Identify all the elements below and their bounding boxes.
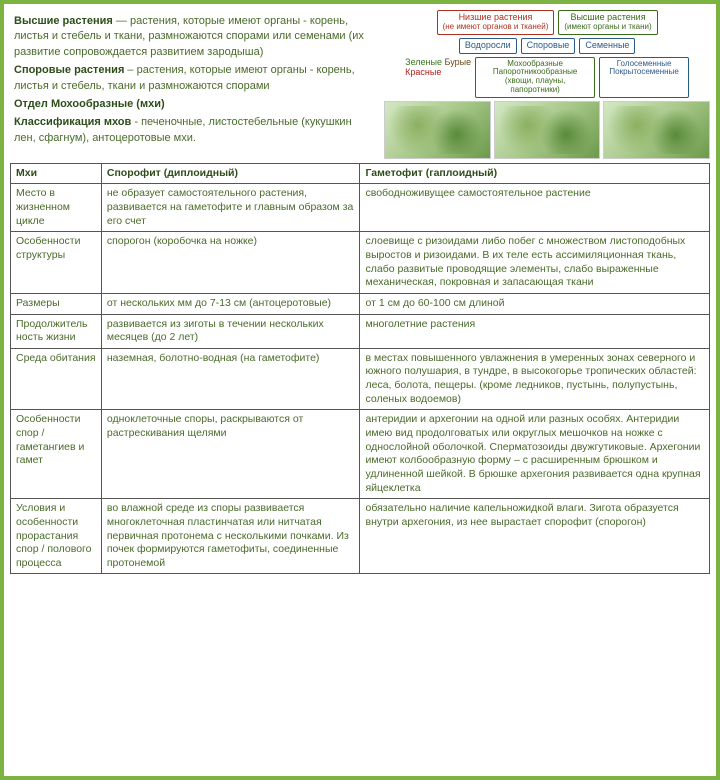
cell-habitat-label: Среда обитания [11,348,102,410]
def-higher-plants: Высшие растения — растения, которые имею… [14,14,372,60]
table-row: Особенности спор / гаметангиев и гамет о… [11,410,710,499]
cell-lifecycle-gameto: свободноживущее самостоятельное растение [360,184,710,232]
table-row: Место в жизненном цикле не образует само… [11,184,710,232]
plant-image-3 [603,101,710,159]
table-row: Размеры от нескольких мм до 7-13 см (ант… [11,293,710,314]
cell-lifespan-sporo: развивается из зиготы в течении нескольк… [101,314,360,348]
plant-image-1 [384,101,491,159]
cell-lifespan-label: Продолжитель ность жизни [11,314,102,348]
th-gametophyte: Гаметофит (гаплоидный) [360,163,710,184]
def-division: Отдел Мохообразные (мхи) [14,97,372,112]
cell-structure-sporo: спорогон (коробочка на ножке) [101,232,360,294]
table-row: Особенности структуры спорогон (коробочк… [11,232,710,294]
cell-spores-label: Особенности спор / гаметангиев и гамет [11,410,102,499]
cell-size-sporo: от нескольких мм до 7-13 см (антоцеротов… [101,293,360,314]
cell-habitat-sporo: наземная, болотно-водная (на гаметофите) [101,348,360,410]
cell-lifespan-gameto: многолетние растения [360,314,710,348]
box-spore: Споровые [521,38,576,54]
box-seed: Семенные [579,38,635,54]
cell-lifecycle-label: Место в жизненном цикле [11,184,102,232]
th-mosses: Мхи [11,163,102,184]
th-sporophyte: Спорофит (диплоидный) [101,163,360,184]
plant-images [384,101,710,159]
box-higher-plants: Высшие растения (имеют органы и ткани) [558,10,657,35]
cell-structure-label: Особенности структуры [11,232,102,294]
def-spore-plants: Споровые растения – растения, которые им… [14,63,372,94]
cell-size-gameto: от 1 см до 60-100 см длиной [360,293,710,314]
box-gymno: Голосеменные Покрытосеменные [599,57,689,98]
moss-comparison-table: Мхи Спорофит (диплоидный) Гаметофит (гап… [10,163,710,575]
cell-habitat-gameto: в местах повышенного увлажнения в умерен… [360,348,710,410]
cell-spores-sporo: одноклеточные споры, раскрываются от рас… [101,410,360,499]
table-header-row: Мхи Спорофит (диплоидный) Гаметофит (гап… [11,163,710,184]
cell-germination-sporo: во влажной среде из споры развивается мн… [101,499,360,574]
box-lower-plants: Низшие растения (не имеют органов и ткан… [437,10,555,35]
cell-germination-gameto: обязательно наличие капельножидкой влаги… [360,499,710,574]
cell-germination-label: Условия и особенности прорастания спор /… [11,499,102,574]
box-algae: Водоросли [459,38,517,54]
top-section: Высшие растения — растения, которые имею… [10,10,710,159]
table-row: Условия и особенности прорастания спор /… [11,499,710,574]
table-row: Продолжитель ность жизни развивается из … [11,314,710,348]
algae-types: Зеленые Бурые Красные [405,57,471,98]
cell-size-label: Размеры [11,293,102,314]
table-row: Среда обитания наземная, болотно-водная … [11,348,710,410]
plant-image-2 [494,101,601,159]
box-mosses: Мохообразные Папоротникообразные (хвощи,… [475,57,595,98]
cell-lifecycle-sporo: не образует самостоятельного растения, р… [101,184,360,232]
definitions-block: Высшие растения — растения, которые имею… [10,10,376,159]
def-classification: Классификация мхов - печеночные, листост… [14,115,372,146]
cell-structure-gameto: слоевище с ризоидами либо побег с множес… [360,232,710,294]
classification-diagram: Низшие растения (не имеют органов и ткан… [384,10,710,159]
cell-spores-gameto: антеридии и архегонии на одной или разны… [360,410,710,499]
